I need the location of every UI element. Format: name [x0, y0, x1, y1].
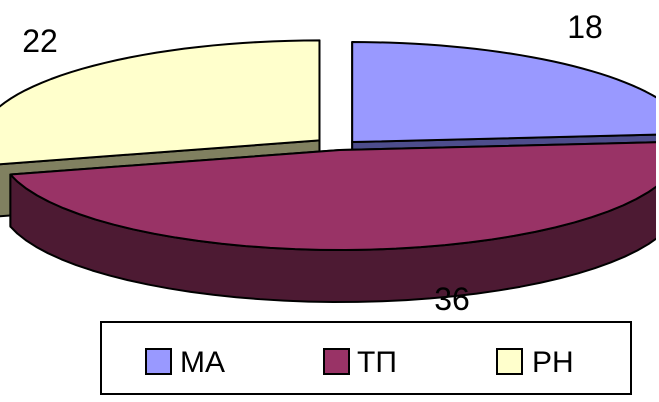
slice-ma-top	[351, 41, 656, 144]
legend-swatch-ma	[145, 348, 172, 375]
legend-swatch-tp	[323, 348, 350, 375]
data-label-ma: 18	[567, 9, 603, 45]
slice-tp-top	[9, 141, 656, 251]
data-label-tp: 36	[434, 281, 470, 317]
legend-swatch-rn	[496, 348, 523, 375]
data-label-rn: 22	[22, 23, 58, 59]
legend-label-tp: ТП	[357, 346, 397, 379]
legend: МА ТП РН	[100, 321, 632, 395]
slice-rn-top	[0, 39, 321, 166]
legend-label-ma: МА	[180, 346, 225, 379]
legend-label-rn: РН	[532, 346, 574, 379]
legend-frame	[100, 321, 632, 395]
